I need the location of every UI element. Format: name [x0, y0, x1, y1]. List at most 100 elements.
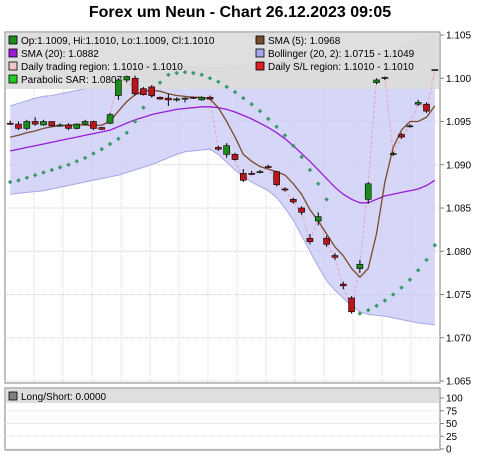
- psar-dot: [216, 79, 221, 84]
- candle-body: [248, 173, 255, 175]
- sma5-line: [10, 89, 436, 279]
- candle-body: [231, 154, 239, 160]
- psar-dot: [91, 151, 96, 156]
- legend-text: Daily S/L region: 1.1010 - 1.1010: [268, 62, 414, 73]
- legend-box: Op:1.1009, Hi:1.1010, Lo:1.1009, Cl:1.10…: [6, 33, 439, 89]
- candle-body: [215, 147, 222, 150]
- psar-dot: [415, 268, 421, 273]
- candle-body: [364, 183, 372, 200]
- candle-body: [98, 127, 106, 130]
- y-tick-label: 1.065: [446, 377, 471, 388]
- candle-body: [106, 114, 114, 124]
- bollinger-band-fill: [10, 35, 435, 325]
- y-tick-label: 1.105: [446, 31, 471, 42]
- candle-body: [331, 255, 339, 258]
- ohlc-swatch: [8, 35, 18, 45]
- psar-dot: [357, 311, 363, 316]
- candle-body: [314, 216, 322, 222]
- legend-text: Bollinger (20, 2): 1.0715 - 1.1049: [268, 49, 415, 60]
- candle-body: [339, 283, 347, 287]
- main-y-axis: 1.065 1.070 1.075 1.080 1.085 1.090 1.095 1.100…: [440, 31, 471, 388]
- candle-body: [90, 121, 97, 129]
- legend-text: SMA (5): 1.0968: [268, 36, 341, 47]
- candle-body: [23, 121, 31, 129]
- sub-y-tick-label: 100: [446, 394, 463, 405]
- psar-dot: [365, 307, 371, 313]
- bollinger-swatch: [255, 48, 265, 58]
- psar-dot: [82, 155, 88, 161]
- candle-body: [156, 96, 164, 100]
- candle-body: [198, 96, 205, 101]
- candle-body: [123, 76, 131, 81]
- candle-body: [289, 199, 297, 203]
- psar-dot: [174, 70, 179, 76]
- sma5-swatch: [255, 35, 265, 45]
- candle-body: [389, 153, 397, 155]
- candle-body: [206, 96, 214, 100]
- sub-y-tick-label: 25: [446, 432, 458, 443]
- sub-y-tick-label: 0: [446, 445, 452, 456]
- candle-body: [115, 79, 122, 96]
- legend-text: Op:1.1009, Hi:1.1010, Lo:1.1009, Cl:1.10…: [21, 36, 215, 47]
- y-tick-label: 1.070: [446, 333, 471, 344]
- daily-trading-swatch: [8, 61, 18, 71]
- psar-dot: [390, 292, 396, 297]
- daily-sl-swatch: [255, 61, 265, 71]
- y-tick-label: 1.080: [446, 247, 471, 258]
- psar-dots: [7, 69, 438, 316]
- candle-body: [381, 77, 389, 79]
- candle-body: [431, 69, 439, 71]
- bollinger-lower-line: [10, 148, 435, 326]
- legend-text: Daily trading region: 1.1010 - 1.1010: [21, 62, 183, 73]
- psar-dot: [66, 162, 71, 168]
- candle-body: [298, 207, 305, 213]
- candle-body: [148, 86, 156, 96]
- candle-body: [356, 263, 364, 269]
- candle-body: [81, 121, 89, 125]
- candle-body: [56, 124, 64, 127]
- psar-dot: [407, 277, 413, 283]
- sub-legend-background: [6, 389, 439, 403]
- candle-body: [15, 123, 22, 129]
- psar-dot: [374, 303, 379, 309]
- psar-dot: [282, 133, 288, 138]
- candle-body: [264, 166, 272, 168]
- candle-body: [140, 88, 147, 95]
- y-tick-label: 1.095: [446, 117, 471, 128]
- psar-dot: [299, 154, 304, 160]
- candle-body: [73, 123, 81, 129]
- psar-dot: [266, 116, 271, 122]
- candle-body: [181, 97, 189, 100]
- candle-body: [373, 79, 380, 83]
- psar-dot: [382, 298, 388, 303]
- chart-title: Forex um Neun - Chart 26.12.2023 09:05: [88, 4, 392, 21]
- candle-body: [48, 121, 56, 127]
- candle-body: [348, 297, 355, 313]
- legend-background: [6, 33, 439, 89]
- candle-body: [190, 96, 197, 99]
- candle-body: [323, 237, 330, 245]
- psar-swatch: [8, 74, 18, 84]
- psar-dot: [207, 75, 213, 81]
- sma20-swatch: [8, 48, 18, 58]
- psar-dot: [74, 159, 80, 164]
- psar-dot: [99, 146, 105, 152]
- candle-body: [256, 171, 264, 173]
- y-tick-label: 1.085: [446, 204, 471, 215]
- psar-dot: [249, 101, 254, 107]
- y-tick-label: 1.075: [446, 290, 471, 301]
- candle-body: [306, 237, 314, 243]
- candle-body: [173, 98, 181, 101]
- psar-dot: [424, 257, 429, 263]
- psar-dot: [116, 136, 121, 142]
- psar-dot: [399, 285, 404, 290]
- y-tick-label: 1.090: [446, 160, 471, 171]
- psar-dot: [182, 69, 188, 75]
- candle-body: [40, 121, 47, 126]
- candle-body: [31, 121, 39, 125]
- candle-body: [131, 77, 139, 95]
- candle-body: [6, 122, 14, 125]
- sub-y-tick-label: 75: [446, 406, 458, 417]
- candle-body: [223, 145, 230, 155]
